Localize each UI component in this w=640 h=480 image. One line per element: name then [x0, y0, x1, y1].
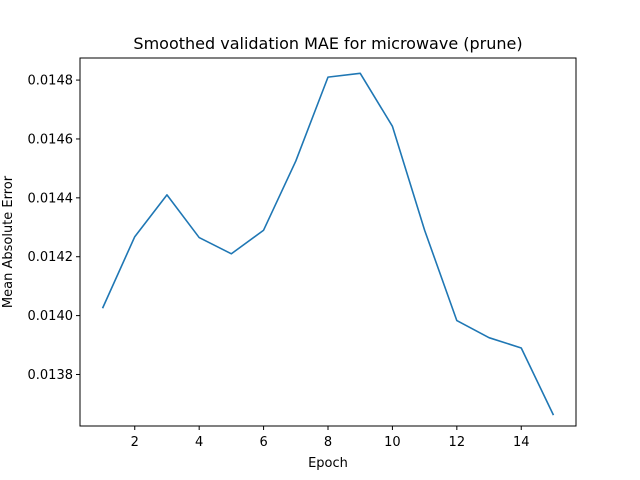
y-tick-label: 0.0148 — [28, 74, 74, 89]
plot-frame — [79, 57, 577, 427]
y-tick-label: 0.0146 — [28, 132, 74, 147]
y-tick-label: 0.0142 — [28, 250, 74, 265]
x-tick-label: 12 — [449, 435, 466, 450]
y-axis-ticks: 0.0138 0.0140 0.0142 0.0144 0.0146 0.0148 — [28, 74, 80, 383]
x-tick-label: 2 — [131, 435, 139, 450]
series-layer — [101, 72, 555, 416]
x-axis-label: Epoch — [308, 456, 348, 471]
x-tick-label: 4 — [195, 435, 203, 450]
x-tick-label: 10 — [384, 435, 401, 450]
x-tick-label: 14 — [513, 435, 530, 450]
chart-title: Smoothed validation MAE for microwave (p… — [133, 34, 522, 53]
x-axis-ticks: 2 4 6 8 10 12 14 — [131, 426, 530, 450]
y-tick-label: 0.0138 — [28, 368, 74, 383]
x-tick-label: 6 — [259, 435, 267, 450]
x-tick-label: 8 — [324, 435, 332, 450]
y-tick-label: 0.0144 — [28, 191, 74, 206]
series-line — [101, 72, 555, 416]
y-axis-label: Mean Absolute Error — [1, 175, 16, 308]
y-tick-label: 0.0140 — [28, 309, 74, 324]
